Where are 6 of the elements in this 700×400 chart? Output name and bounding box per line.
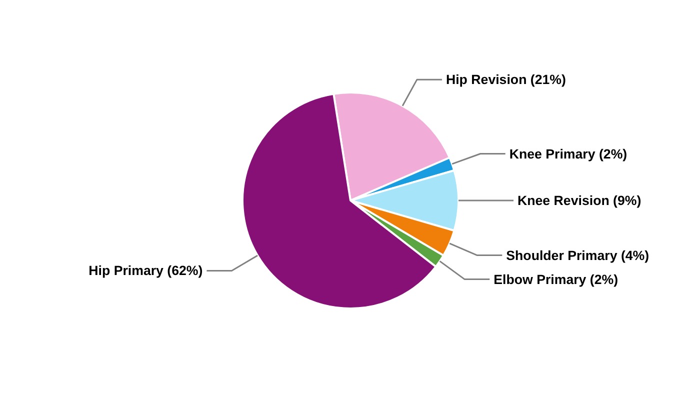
slice-label: Elbow Primary (2%) <box>494 272 618 287</box>
slice-label: Knee Revision (9%) <box>518 193 642 208</box>
slice-label: Hip Revision (21%) <box>446 72 566 88</box>
slice-label: Hip Primary (62%) <box>88 263 203 278</box>
slice-label: Knee Primary (2%) <box>509 146 628 162</box>
slice-label: Shoulder Primary (4%) <box>506 248 650 263</box>
